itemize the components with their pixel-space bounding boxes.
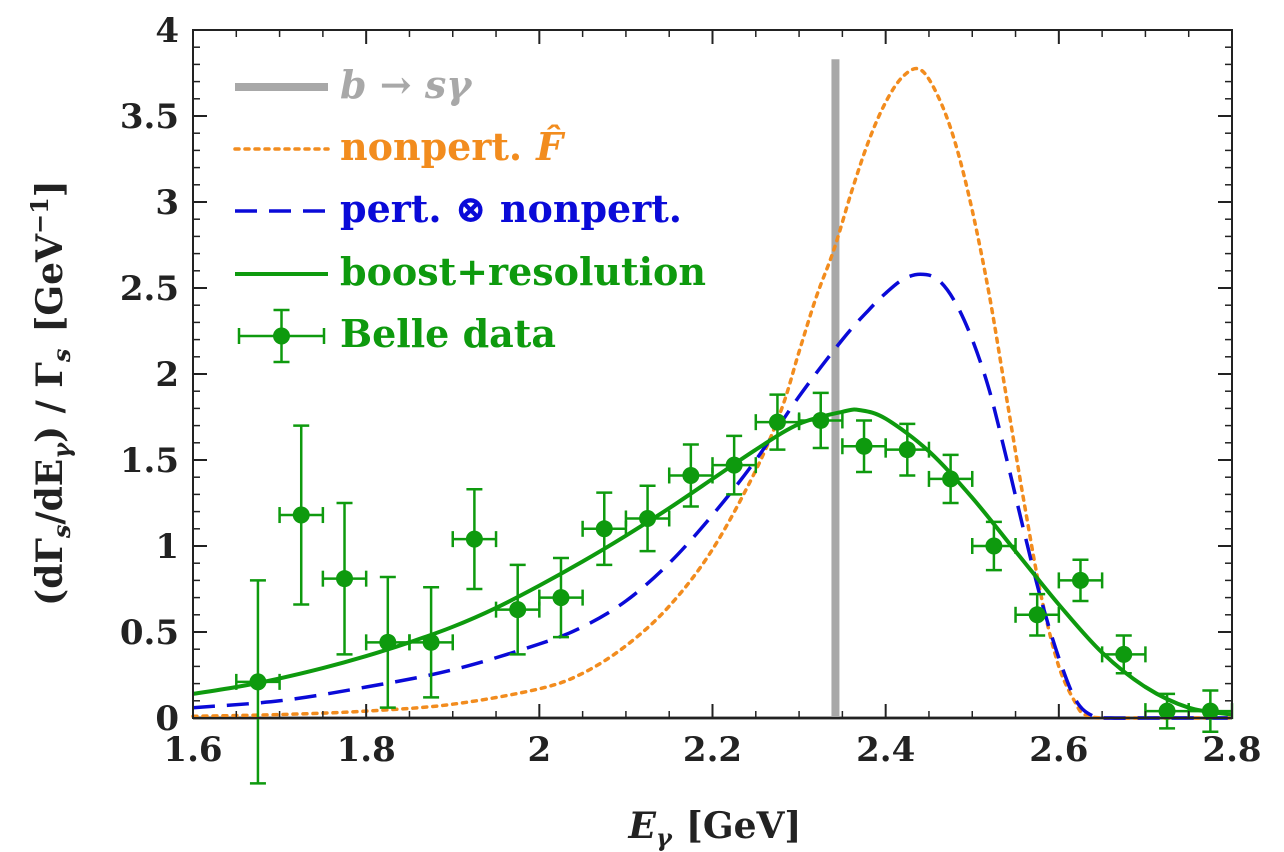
y-tick-label: 4	[155, 11, 179, 51]
belle-point	[1014, 592, 1061, 637]
legend-item-boost: boost+resolution	[235, 249, 706, 294]
tick-labels: 1.6 1.8 2 2.2 2.4 2.6 2.8 0 0.5 1 1.5 2 2.5 3 3.5 4	[120, 11, 1262, 770]
belle-marker	[1158, 702, 1176, 720]
belle-marker	[465, 530, 483, 548]
legend: b → sγ nonpert. F̂ pert. ⊗ nonpert. boost+re…	[233, 62, 706, 364]
y-axis-label: (dΓs/dEγ) / Γs[GeV−1]	[25, 180, 76, 606]
belle-marker	[552, 589, 570, 607]
belle-point	[754, 393, 801, 451]
y-tick-label: 0	[155, 699, 179, 739]
x-tick-label: 2.2	[683, 730, 742, 770]
y-tick-label: 0.5	[120, 613, 179, 653]
belle-point	[321, 501, 368, 656]
y-tick-label: 1.5	[120, 441, 179, 481]
pert-curve	[192, 272, 1232, 720]
legend-label: b → sγ	[340, 62, 473, 107]
belle-marker	[595, 520, 613, 538]
belle-point	[927, 453, 974, 505]
belle-point	[1057, 558, 1104, 603]
belle-marker	[985, 537, 1003, 555]
legend-label: nonpert. F̂	[340, 124, 566, 169]
x-axis-label: Eγ [GeV]	[628, 805, 802, 852]
legend-item-pert: pert. ⊗ nonpert.	[235, 186, 682, 231]
belle-marker	[855, 437, 873, 455]
y-tick-label: 2	[155, 355, 179, 395]
belle-point	[797, 391, 844, 450]
belle-marker	[292, 506, 310, 524]
belle-marker	[1071, 571, 1089, 589]
boost-curve	[192, 407, 1233, 717]
y-tick-label: 2.5	[120, 269, 179, 309]
legend-item-bsg: b → sγ	[235, 62, 473, 107]
belle-point	[581, 491, 628, 567]
belle-point	[1187, 689, 1234, 734]
belle-marker	[379, 633, 397, 651]
belle-point	[494, 563, 541, 656]
belle-marker	[1115, 645, 1133, 663]
belle-marker	[336, 570, 354, 588]
belle-marker	[768, 413, 786, 431]
belle-point	[538, 556, 584, 639]
belle-point	[364, 575, 411, 709]
belle-marker	[249, 673, 267, 691]
x-tick-label: 2.8	[1202, 730, 1261, 770]
legend-label: pert. ⊗ nonpert.	[340, 186, 682, 231]
x-tick-label: 1.8	[337, 730, 396, 770]
belle-marker	[898, 441, 916, 459]
belle-marker	[509, 601, 527, 619]
x-tick-label: 2	[527, 730, 551, 770]
x-tick-label: 2.4	[856, 730, 915, 770]
belle-point	[841, 419, 887, 474]
belle-point	[884, 422, 931, 477]
x-tick-label: 2.6	[1029, 730, 1088, 770]
y-tick-label: 3	[155, 183, 179, 223]
belle-marker	[639, 509, 657, 527]
belle-point	[235, 579, 281, 785]
belle-point	[1100, 634, 1147, 675]
axes	[192, 29, 1233, 719]
belle-point	[971, 520, 1017, 572]
belle-marker	[1201, 702, 1219, 720]
legend-item-nonpert: nonpert. F̂	[233, 124, 566, 169]
y-tick-label: 1	[155, 527, 179, 567]
nonpert-curve	[191, 66, 1234, 721]
legend-swatch-marker	[273, 327, 290, 345]
belle-point	[624, 484, 671, 553]
belle-marker	[725, 456, 743, 474]
y-tick-label: 3.5	[120, 97, 179, 137]
belle-marker	[422, 633, 440, 651]
belle-point	[278, 424, 325, 606]
belle-marker	[812, 411, 830, 429]
belle-point	[408, 586, 454, 699]
legend-label: boost+resolution	[340, 249, 706, 294]
x-tick-label: 1.6	[163, 730, 222, 770]
belle-point	[711, 434, 758, 496]
belle-marker	[942, 470, 960, 488]
legend-label: Belle data	[340, 311, 556, 356]
belle-point	[451, 487, 498, 591]
belle-marker	[682, 466, 700, 484]
belle-marker	[1028, 606, 1046, 624]
belle-point	[667, 443, 714, 508]
belle-point	[1144, 692, 1190, 730]
legend-item-belle: Belle data	[237, 308, 556, 364]
